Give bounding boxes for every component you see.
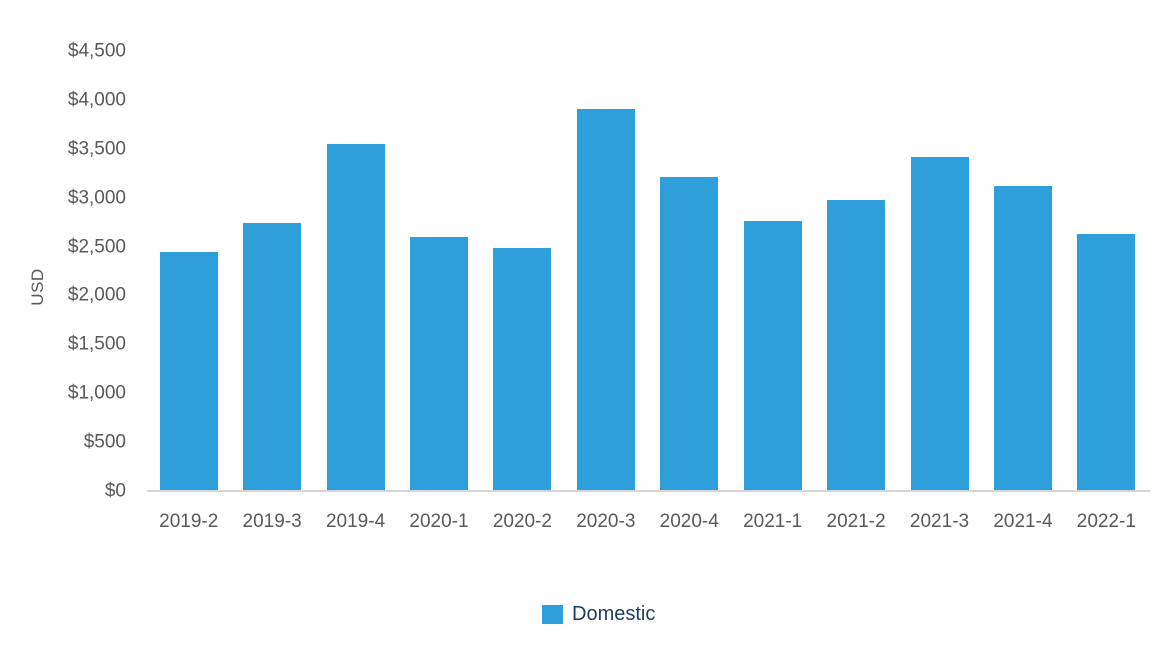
- y-tick-label: $4,500: [67, 40, 126, 62]
- legend-swatch-icon: [542, 605, 563, 624]
- y-tick-label: $0: [104, 480, 126, 502]
- plot-area: [147, 52, 1148, 492]
- x-tick-label: 2019-3: [242, 511, 302, 532]
- bar-2019-4[interactable]: [326, 143, 385, 492]
- bar-2022-1[interactable]: [1077, 233, 1136, 492]
- bar-band: [230, 52, 313, 492]
- bar-2020-2[interactable]: [493, 247, 552, 492]
- x-tick-label: 2021-3: [909, 511, 970, 532]
- y-tick-label: $1,500: [67, 333, 126, 355]
- y-tick-label: $2,000: [67, 284, 126, 306]
- bar-2021-2[interactable]: [827, 199, 886, 492]
- y-tick-label: $4,000: [67, 89, 126, 111]
- y-axis: $0 $500 $1,000 $1,500 $2,000 $2,500 $3,000 $3,5…: [0, 41, 126, 502]
- x-tick-label: 2019-4: [325, 511, 386, 532]
- bar-band: [731, 52, 814, 492]
- bar-2019-2[interactable]: [159, 252, 218, 492]
- x-axis-line: [147, 490, 1150, 492]
- y-tick-label: $3,000: [67, 187, 126, 209]
- bar-band: [564, 52, 647, 492]
- bar-2021-1[interactable]: [743, 221, 802, 492]
- x-tick-label: 2021-4: [993, 511, 1053, 532]
- bar-band: [1065, 52, 1148, 492]
- bar-band: [147, 52, 230, 492]
- y-tick-label: $500: [83, 431, 126, 453]
- legend-label: Domestic: [572, 603, 656, 625]
- bar-band: [648, 52, 731, 492]
- bar-2021-4[interactable]: [993, 185, 1052, 492]
- bar-band: [981, 52, 1064, 492]
- bar-2020-4[interactable]: [660, 177, 719, 492]
- bar-band: [397, 52, 480, 492]
- x-tick-label: 2020-2: [492, 511, 552, 532]
- bar-band: [814, 52, 897, 492]
- y-tick-label: $1,000: [67, 382, 126, 404]
- bar-2020-3[interactable]: [576, 108, 635, 492]
- x-tick-label: 2020-4: [659, 511, 719, 532]
- legend-item-domestic[interactable]: Domestic: [542, 603, 655, 626]
- x-tick-label: 2019-2: [159, 511, 219, 532]
- x-tick-label: 2020-1: [409, 511, 469, 532]
- x-tick-label: 2021-2: [826, 511, 886, 532]
- x-tick-label: 2022-1: [1076, 511, 1136, 532]
- bar-band: [898, 52, 981, 492]
- y-tick-label: $3,500: [67, 138, 126, 160]
- x-tick-label: 2021-1: [743, 511, 803, 532]
- bar-2021-3[interactable]: [910, 156, 969, 492]
- x-tick-label: 2020-3: [576, 511, 636, 532]
- x-axis-labels: 2019-2 2019-3 2019-4 2020-1 2020-2 2020-3 2020…: [147, 511, 1148, 533]
- bar-band: [314, 52, 397, 492]
- y-tick-label: $2,500: [67, 236, 126, 258]
- bar-band: [481, 52, 564, 492]
- bar-2020-1[interactable]: [409, 236, 468, 492]
- bar-2019-3[interactable]: [243, 223, 302, 492]
